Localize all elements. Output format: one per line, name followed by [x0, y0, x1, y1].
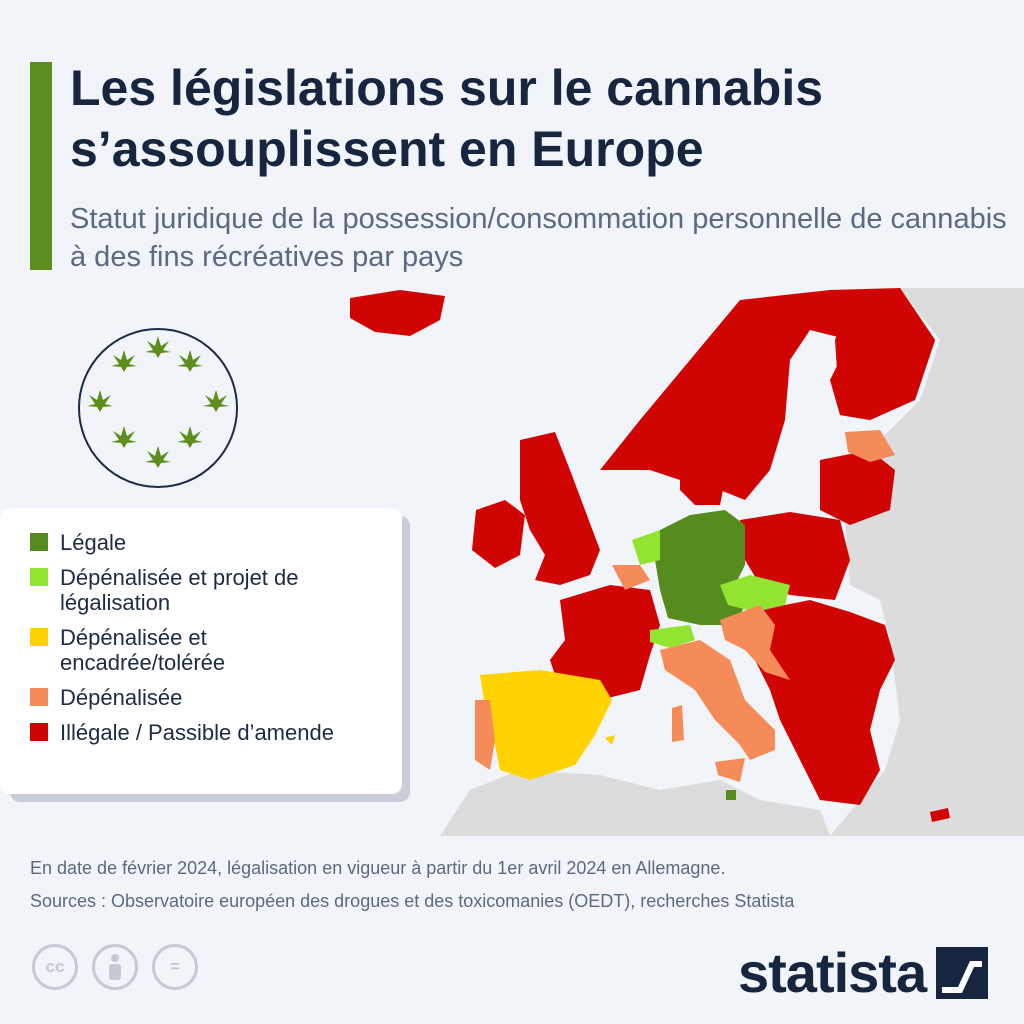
- country-sardinia: [672, 705, 684, 742]
- decriminalized-countries: [475, 430, 895, 782]
- other-land-turkey: [875, 770, 1024, 836]
- country-czechia: [720, 575, 790, 612]
- country-austria-slovenia-croatia: [720, 605, 790, 680]
- cannabis-leaf-ring-icon: [78, 328, 238, 488]
- country-finland: [835, 288, 935, 420]
- no-derivatives-icon[interactable]: =: [152, 944, 198, 990]
- legend: Légale Dépénalisée et projet de légalisa…: [0, 508, 402, 794]
- country-sicily: [715, 758, 745, 782]
- license-icons: cc =: [32, 944, 198, 990]
- legend-label: Dépénalisée et projet de légalisation: [60, 565, 299, 615]
- brand-name: statista: [738, 941, 927, 1004]
- country-balkans: [755, 600, 895, 805]
- title-accent-bar: [30, 62, 52, 270]
- legend-swatch: [30, 723, 48, 741]
- country-switzerland: [650, 625, 695, 648]
- country-ireland: [472, 500, 525, 568]
- legend-label: Illégale / Passible d’amende: [60, 720, 334, 745]
- footer: En date de février 2024, légalisation en…: [30, 852, 1010, 918]
- country-poland: [740, 512, 850, 600]
- country-germany: [655, 510, 745, 625]
- attribution-icon[interactable]: [92, 944, 138, 990]
- other-land-east: [830, 288, 1024, 836]
- country-belgium: [612, 565, 650, 590]
- statista-brand[interactable]: statista: [738, 940, 989, 1005]
- country-baltics: [820, 450, 895, 525]
- legend-item-decriminalized-tolerated: Dépénalisée et encadrée/tolérée: [30, 625, 402, 675]
- country-spain: [480, 670, 612, 780]
- footer-sources: Sources : Observatoire européen des drog…: [30, 891, 795, 911]
- legend-swatch: [30, 533, 48, 551]
- country-estonia: [845, 430, 895, 462]
- page-title: Les législations sur le cannabis s’assou…: [70, 60, 824, 177]
- footer-note: En date de février 2024, légalisation en…: [30, 858, 726, 878]
- legend-swatch: [30, 568, 48, 586]
- europe-map: [350, 288, 1024, 836]
- country-portugal: [475, 700, 495, 770]
- legend-item-illegal: Illégale / Passible d’amende: [30, 720, 402, 745]
- country-iceland: [350, 290, 445, 336]
- legend-item-decriminalized-legalization: Dépénalisée et projet de légalisation: [30, 565, 402, 615]
- cc-icon[interactable]: cc: [32, 944, 78, 990]
- legend-label: Légale: [60, 530, 127, 555]
- legend-item-legal: Légale: [30, 530, 402, 555]
- country-cyprus: [930, 808, 950, 822]
- country-malta: [726, 790, 736, 800]
- other-land-africa: [440, 770, 830, 836]
- country-uk: [520, 432, 600, 585]
- country-france: [550, 585, 660, 700]
- legend-label: Dépénalisée et encadrée/tolérée: [60, 625, 226, 675]
- country-balearics: [605, 735, 615, 745]
- statista-logo-icon: [936, 946, 989, 999]
- page-subtitle: Statut juridique de la possession/consom…: [70, 203, 1007, 273]
- illegal-countries: [350, 288, 950, 822]
- legend-item-decriminalized: Dépénalisée: [30, 685, 402, 710]
- country-netherlands: [632, 530, 660, 565]
- legend-swatch: [30, 688, 48, 706]
- country-italy: [660, 640, 775, 760]
- country-denmark: [680, 460, 725, 505]
- legend-label: Dépénalisée: [60, 685, 183, 710]
- legend-swatch: [30, 628, 48, 646]
